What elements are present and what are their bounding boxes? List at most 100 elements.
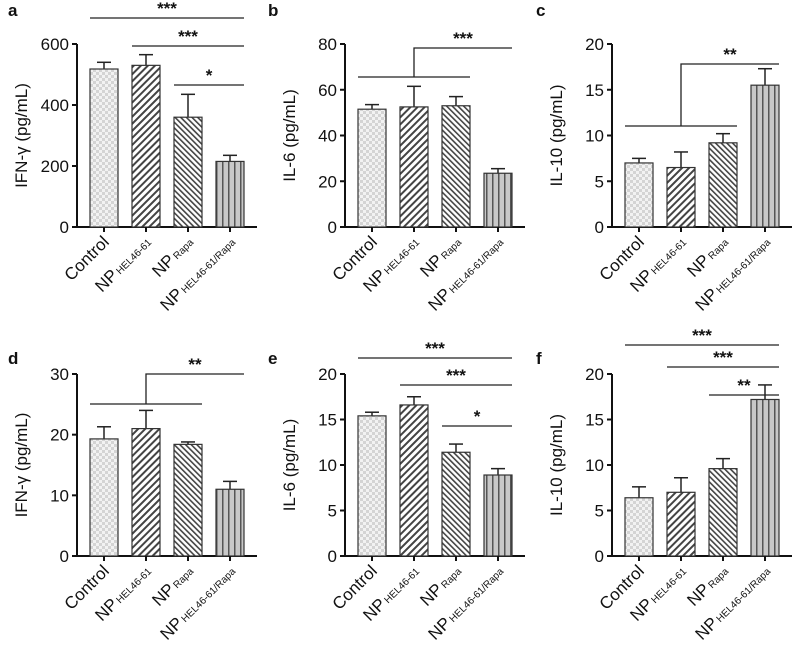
y-tick-label: 0 (595, 218, 604, 237)
category-subscript: Rapa (171, 237, 196, 262)
y-tick-label: 60 (318, 81, 337, 100)
significance-label: *** (178, 27, 198, 46)
significance-bracket (358, 47, 512, 78)
y-axis-label: IFN-γ (pg/mL) (12, 413, 31, 518)
y-tick-label: 40 (318, 127, 337, 146)
y-tick-label: 20 (50, 426, 69, 445)
panel-b: bIL-6 (pg/mL)020406080ControlNPHEL46-61N… (268, 1, 525, 315)
y-tick-label: 20 (585, 35, 604, 54)
y-tick-label: 0 (328, 218, 337, 237)
x-tick-label: NPRapa (416, 232, 465, 281)
bar (624, 162, 654, 228)
y-tick-label: 600 (41, 35, 69, 54)
significance-label: *** (446, 366, 466, 385)
category-subscript: HEL46-61 (115, 237, 155, 277)
significance-label: *** (453, 29, 473, 48)
bar (441, 105, 471, 228)
panel-letter: f (536, 349, 542, 368)
bar (708, 468, 738, 557)
bar (708, 142, 738, 228)
bar (89, 68, 119, 228)
panel-letter: a (8, 1, 18, 20)
y-tick-label: 5 (328, 502, 337, 521)
category-subscript: Rapa (439, 566, 464, 591)
bar (357, 108, 387, 228)
y-tick-label: 0 (60, 218, 69, 237)
panel-letter: e (268, 349, 277, 368)
bar (215, 488, 245, 557)
x-tick-label: NPRapa (683, 561, 732, 610)
significance-bracket (90, 373, 244, 405)
y-axis-label: IFN-γ (pg/mL) (12, 83, 31, 188)
x-tick-label: NPRapa (416, 561, 465, 610)
panel-letter: c (536, 1, 545, 20)
y-tick-label: 10 (318, 456, 337, 475)
significance-label: ** (723, 45, 737, 64)
category-subscript: Rapa (439, 237, 464, 262)
y-tick-label: 5 (595, 502, 604, 521)
y-tick-label: 20 (318, 172, 337, 191)
significance-label: *** (713, 348, 733, 367)
bar (624, 497, 654, 557)
bar (357, 415, 387, 557)
y-tick-label: 15 (318, 411, 337, 430)
y-tick-label: 400 (41, 96, 69, 115)
category-subscript: HEL46-61 (383, 566, 423, 606)
bar (441, 451, 471, 557)
significance-label: ** (737, 376, 751, 395)
category-subscript: HEL46-61 (383, 237, 423, 277)
bar (483, 172, 513, 228)
bar (173, 443, 203, 557)
bar (215, 160, 245, 228)
y-tick-label: 0 (60, 547, 69, 566)
y-tick-label: 80 (318, 35, 337, 54)
bar (399, 404, 429, 557)
bar (399, 106, 429, 228)
category-subscript: Rapa (706, 237, 731, 262)
bar (750, 84, 780, 228)
panel-f: fIL-10 (pg/mL)05101520ControlNPHEL46-61N… (536, 326, 792, 644)
significance-label: * (474, 407, 481, 426)
y-tick-label: 15 (585, 81, 604, 100)
y-tick-label: 15 (585, 411, 604, 430)
bar (131, 428, 161, 557)
y-tick-label: 20 (318, 365, 337, 384)
bar (666, 491, 696, 557)
significance-label: ** (188, 355, 202, 374)
category-subscript: HEL46-61 (650, 566, 690, 606)
y-tick-label: 200 (41, 157, 69, 176)
category-subscript: HEL46-61 (115, 566, 155, 606)
y-tick-label: 5 (595, 172, 604, 191)
category-subscript: Rapa (706, 566, 731, 591)
bar (131, 64, 161, 228)
significance-label: * (206, 66, 213, 85)
category-subscript: HEL46-61 (650, 237, 690, 277)
bar (483, 474, 513, 557)
panel-letter: b (268, 1, 278, 20)
x-tick-label: NPRapa (148, 232, 197, 281)
bar (89, 438, 119, 557)
bar (666, 166, 696, 228)
significance-label: *** (157, 0, 177, 18)
y-tick-label: 0 (328, 547, 337, 566)
significance-bracket (625, 63, 779, 127)
category-subscript: Rapa (171, 566, 196, 591)
x-tick-label: NPRapa (148, 561, 197, 610)
significance-label: *** (425, 339, 445, 358)
y-axis-label: IL-6 (pg/mL) (280, 419, 299, 512)
y-tick-label: 20 (585, 365, 604, 384)
y-axis-label: IL-6 (pg/mL) (280, 89, 299, 182)
y-tick-label: 10 (585, 456, 604, 475)
significance-label: *** (692, 326, 712, 345)
panel-e: eIL-6 (pg/mL)05101520ControlNPHEL46-61NP… (268, 339, 525, 644)
bar (750, 398, 780, 557)
y-axis-label: IL-10 (pg/mL) (547, 84, 566, 186)
y-tick-label: 10 (585, 127, 604, 146)
y-axis-label: IL-10 (pg/mL) (547, 414, 566, 516)
panel-c: cIL-10 (pg/mL)05101520ControlNPHEL46-61N… (536, 1, 792, 315)
y-tick-label: 30 (50, 365, 69, 384)
y-tick-label: 10 (50, 486, 69, 505)
